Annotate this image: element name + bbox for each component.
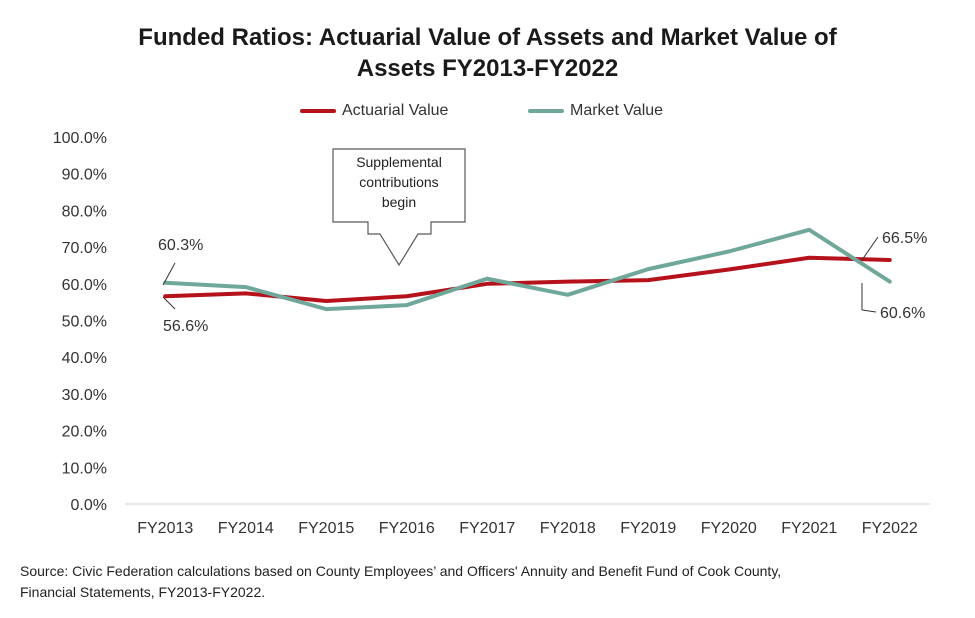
x-tick-label: FY2016 bbox=[379, 520, 435, 537]
data-label-actuarial-fy2022: 66.5% bbox=[882, 230, 927, 247]
y-tick-label: 20.0% bbox=[62, 424, 107, 441]
leader-line-actuarial-fy2022 bbox=[861, 236, 879, 261]
y-tick-label: 0.0% bbox=[71, 497, 107, 514]
x-tick-label: FY2013 bbox=[137, 520, 193, 537]
legend-swatch-market bbox=[528, 109, 564, 113]
legend-item-actuarial: Actuarial Value bbox=[300, 102, 448, 120]
x-tick-label: FY2017 bbox=[459, 520, 515, 537]
y-tick-label: 90.0% bbox=[62, 167, 107, 184]
callout-text-line-3: begin bbox=[382, 194, 416, 210]
callout-box: Supplemental contributions begin bbox=[332, 148, 466, 267]
legend-item-market: Market Value bbox=[528, 102, 663, 120]
leader-line-market-fy2022-b bbox=[861, 309, 877, 313]
y-axis: 0.0% 10.0% 20.0% 30.0% 40.0% 50.0% 60.0% 70.0% 8… bbox=[53, 130, 107, 514]
source-note-line-2: Financial Statements, FY2013-FY2022. bbox=[20, 584, 266, 600]
series-line-market bbox=[163, 227, 892, 312]
data-label-actuarial-fy2013: 56.6% bbox=[163, 318, 208, 335]
x-tick-label: FY2015 bbox=[298, 520, 354, 537]
x-tick-label: FY2022 bbox=[862, 520, 918, 537]
y-tick-label: 60.0% bbox=[62, 277, 107, 294]
y-tick-label: 30.0% bbox=[62, 387, 107, 404]
x-tick-label: FY2021 bbox=[781, 520, 837, 537]
chart-title: Funded Ratios: Actuarial Value of Assets… bbox=[0, 22, 975, 84]
callout-text-line-1: Supplemental bbox=[356, 154, 442, 170]
chart-title-line-2: Assets FY2013-FY2022 bbox=[356, 55, 619, 82]
y-tick-label: 10.0% bbox=[62, 460, 107, 477]
leader-line-market-fy2013 bbox=[162, 262, 176, 286]
x-tick-label: FY2014 bbox=[218, 520, 274, 537]
data-label-market-fy2013: 60.3% bbox=[158, 237, 203, 254]
source-note-line-1: Source: Civic Federation calculations ba… bbox=[20, 563, 782, 579]
chart-legend: Actuarial Value Market Value bbox=[0, 102, 975, 124]
x-axis: FY2013 FY2014 FY2015 FY2016 FY2017 FY2018 FY20… bbox=[137, 520, 918, 537]
source-note: Source: Civic Federation calculations ba… bbox=[20, 561, 960, 603]
data-label-market-fy2022: 60.6% bbox=[880, 305, 925, 322]
legend-swatch-actuarial bbox=[300, 109, 336, 113]
series-layer bbox=[163, 227, 892, 312]
y-tick-label: 40.0% bbox=[62, 350, 107, 367]
y-tick-label: 50.0% bbox=[62, 314, 107, 331]
y-tick-label: 100.0% bbox=[53, 130, 107, 147]
y-tick-label: 70.0% bbox=[62, 240, 107, 257]
x-tick-label: FY2020 bbox=[701, 520, 757, 537]
y-tick-label: 80.0% bbox=[62, 203, 107, 220]
legend-label-market: Market Value bbox=[570, 102, 664, 119]
legend-label-actuarial: Actuarial Value bbox=[342, 102, 449, 119]
chart-title-line-1: Funded Ratios: Actuarial Value of Assets… bbox=[138, 24, 837, 51]
chart-plot: 0.0% 10.0% 20.0% 30.0% 40.0% 50.0% 60.0% 70.0% 8… bbox=[53, 130, 930, 537]
x-tick-label: FY2019 bbox=[620, 520, 676, 537]
callout-arrow-shape bbox=[332, 148, 466, 267]
data-labels: 60.3% 56.6% 66.5% 60.6% bbox=[158, 230, 927, 335]
callout-text-line-2: contributions bbox=[359, 174, 438, 190]
leader-line-actuarial-fy2013 bbox=[162, 296, 176, 310]
x-tick-label: FY2018 bbox=[540, 520, 596, 537]
